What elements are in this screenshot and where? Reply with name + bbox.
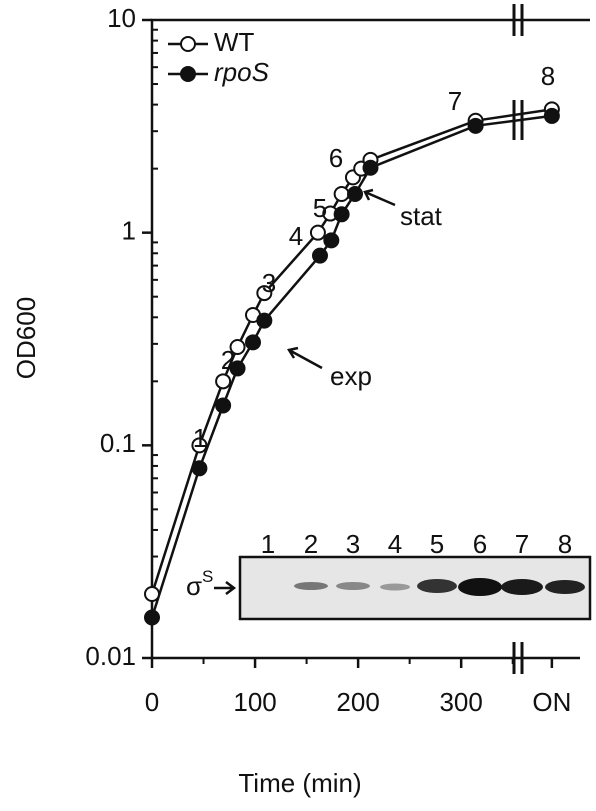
data-point bbox=[311, 226, 325, 240]
annotation-arrow bbox=[365, 190, 395, 205]
x-tick-label: 200 bbox=[336, 687, 379, 717]
data-point bbox=[145, 587, 159, 601]
data-point bbox=[363, 161, 377, 175]
y-tick-label: 0.01 bbox=[85, 641, 136, 671]
data-point bbox=[145, 611, 159, 625]
data-point bbox=[216, 374, 230, 388]
point-label: 7 bbox=[448, 86, 462, 116]
blot-band bbox=[336, 582, 370, 590]
lane-label: 4 bbox=[388, 529, 402, 559]
data-point bbox=[335, 207, 349, 221]
blot-band bbox=[417, 579, 457, 593]
y-axis-label: OD600 bbox=[11, 297, 41, 379]
data-point bbox=[231, 340, 245, 354]
y-tick-label: 0.1 bbox=[100, 428, 136, 458]
data-point bbox=[257, 314, 271, 328]
data-point bbox=[313, 249, 327, 263]
blot-band bbox=[380, 584, 410, 591]
lane-label: 1 bbox=[261, 529, 275, 559]
lane-label: 2 bbox=[304, 529, 318, 559]
blot-band bbox=[458, 578, 502, 596]
point-label: 6 bbox=[329, 143, 343, 173]
data-point bbox=[216, 398, 230, 412]
data-point bbox=[335, 187, 349, 201]
blot-band bbox=[545, 580, 585, 594]
annotation: exp bbox=[330, 361, 372, 391]
annotation-arrow bbox=[289, 348, 322, 368]
data-point bbox=[545, 109, 559, 123]
inset-arrow bbox=[214, 582, 234, 594]
x-tick-label: 0 bbox=[145, 687, 159, 717]
data-point bbox=[192, 461, 206, 475]
data-point bbox=[246, 335, 260, 349]
point-label: 1 bbox=[193, 423, 207, 453]
y-tick-label: 1 bbox=[122, 216, 136, 246]
data-point bbox=[324, 233, 338, 247]
data-point bbox=[469, 119, 483, 133]
inset-label-base: σ bbox=[186, 571, 202, 601]
blot-band bbox=[294, 582, 328, 590]
inset-label: σS bbox=[186, 567, 213, 600]
western-blot-inset: σS bbox=[186, 557, 590, 619]
x-axis-label: Time (min) bbox=[238, 768, 361, 798]
point-label: 5 bbox=[313, 193, 327, 223]
x-tick-label: 100 bbox=[233, 687, 276, 717]
lane-label: 7 bbox=[515, 529, 529, 559]
lane-label: 5 bbox=[430, 529, 444, 559]
annotation: stat bbox=[400, 201, 443, 231]
chart: Time (min) OD600 σS 2 exp stat 0.01 0.1 1 1… bbox=[0, 0, 596, 811]
data-point bbox=[231, 361, 245, 375]
x-tick-label: ON bbox=[532, 687, 571, 717]
legend-marker bbox=[181, 67, 195, 81]
point-label: 3 bbox=[262, 268, 276, 298]
y-tick-label: 10 bbox=[107, 3, 136, 33]
legend-label: WT bbox=[214, 27, 255, 57]
lane-label: 6 bbox=[473, 529, 487, 559]
legend-label: rpoS bbox=[214, 57, 270, 87]
point-label: 8 bbox=[541, 61, 555, 91]
x-tick-label: 300 bbox=[439, 687, 482, 717]
lane-label: 8 bbox=[558, 529, 572, 559]
point-label: 4 bbox=[289, 221, 303, 251]
blot-band bbox=[501, 579, 543, 595]
lane-label: 3 bbox=[346, 529, 360, 559]
legend-marker bbox=[181, 37, 195, 51]
data-point bbox=[348, 187, 362, 201]
inset-label-sup: S bbox=[202, 567, 213, 586]
